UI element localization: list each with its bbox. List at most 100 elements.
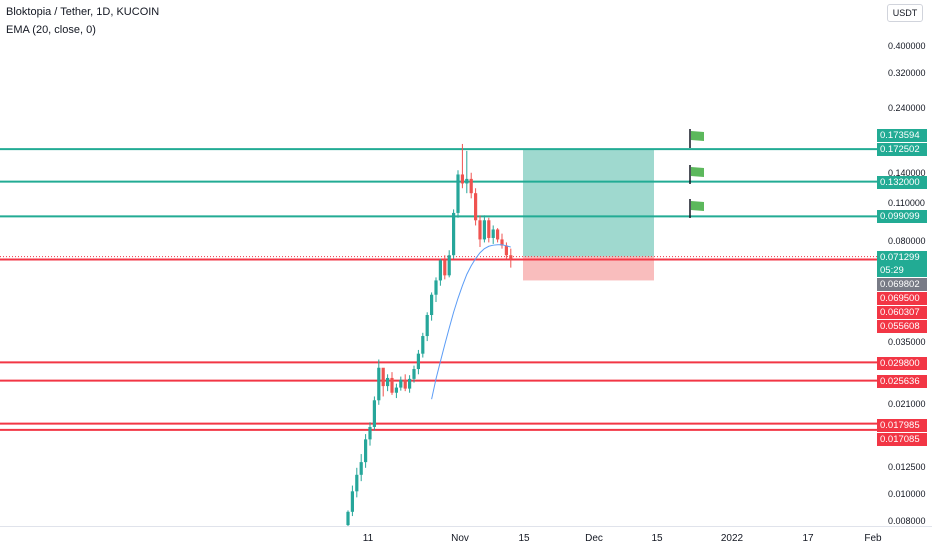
candle [504,242,508,259]
candle [359,454,363,482]
price-tag: 0.132000 [877,176,927,189]
candle-body [386,377,390,387]
candle [368,422,372,446]
time-tick-label: 17 [802,533,814,544]
candle-body [364,439,368,463]
candle [482,215,486,243]
candle-body [425,315,429,337]
chart-area[interactable]: Bloktopia / Tether, 1D, KUCOIN EMA (20, … [0,0,877,526]
flag-icon [689,165,704,184]
candle-body [460,174,464,184]
candle [443,255,447,280]
price-tag: 05:29 [877,264,927,277]
price-tag: 0.172502 [877,143,927,156]
candle-body [408,378,412,389]
candle-body [350,491,354,512]
candle [425,312,429,342]
candle [487,217,491,243]
candle [377,359,381,405]
flag-icon [689,199,704,218]
price-tick-label: 0.021000 [888,398,926,409]
candle-body [469,178,473,194]
candle-body [504,245,508,256]
profit-zone [523,149,654,257]
ema-indicator-label[interactable]: EMA (20, close, 0) [6,24,96,36]
candle [386,374,390,392]
candle-body [509,255,513,259]
price-tag: 0.071299 [877,251,927,264]
candle-body [430,294,434,316]
candle-body [412,369,416,379]
candle-body [443,260,447,276]
candle [346,510,350,526]
currency-button[interactable]: USDT [887,4,923,22]
candle-body [372,400,376,427]
candle [500,233,504,249]
candle-body [403,379,407,389]
candle [496,228,500,243]
candle-body [438,260,442,281]
price-tag: 0.173594 [877,129,927,142]
candle [399,376,403,391]
price-tag: 0.017985 [877,419,927,432]
price-tick-label: 0.240000 [888,103,926,114]
candle-body [474,193,478,221]
time-tick-label: 15 [651,533,663,544]
price-axis[interactable]: 0.400000 0.320000 0.240000 0.140000 0.110000… [877,0,932,526]
price-tick-label: 0.035000 [888,336,926,347]
price-tag: 0.029800 [877,357,927,370]
candle-body [478,220,482,240]
price-tag: 0.069500 [877,292,927,305]
candle [474,188,478,226]
candle [416,349,420,375]
candle-body [500,239,504,246]
candle-body [434,280,438,295]
candle [447,250,451,278]
candle-body [452,212,456,256]
candle [421,332,425,358]
candle [372,396,376,431]
candle-body [355,474,359,492]
price-tag: 0.099099 [877,210,927,223]
candle-body [487,220,491,238]
candle-body [399,379,403,388]
flag-cloth [691,167,704,177]
price-tag: 0.017085 [877,433,927,446]
time-tick-label: Dec [585,533,603,544]
time-tick-label: 11 [362,533,374,544]
candle [350,485,354,517]
candle-body [465,178,469,184]
candle [452,209,456,259]
candle-body [368,426,372,440]
loss-zone [523,256,654,281]
price-tick-label: 0.110000 [888,197,925,208]
price-tag: 0.055608 [877,320,927,333]
chart-canvas[interactable] [0,0,877,526]
candle [394,383,398,399]
candle [390,372,394,395]
candle [465,150,469,194]
candle-body [421,336,425,354]
price-tag: 0.060307 [877,306,927,319]
candle-body [456,174,460,213]
time-axis[interactable]: 11 Nov 15 Dec 15 2022 17 Feb [0,526,932,551]
candle [355,467,359,498]
candle-body [390,377,394,393]
price-tag: 0.025636 [877,375,927,388]
flag-icon [689,129,704,148]
candle [438,258,442,286]
price-tag: 0.069802 [877,278,927,291]
candle [434,277,438,302]
candle-body [394,387,398,393]
candle [456,170,460,218]
candle-body [346,511,350,526]
candle [408,375,412,393]
candle [491,225,495,244]
candle [478,215,482,248]
candle [381,367,385,397]
candle [469,172,473,199]
candle [509,248,513,268]
candle-body [482,220,486,240]
symbol-title[interactable]: Bloktopia / Tether, 1D, KUCOIN [6,6,160,18]
candle [412,365,416,383]
